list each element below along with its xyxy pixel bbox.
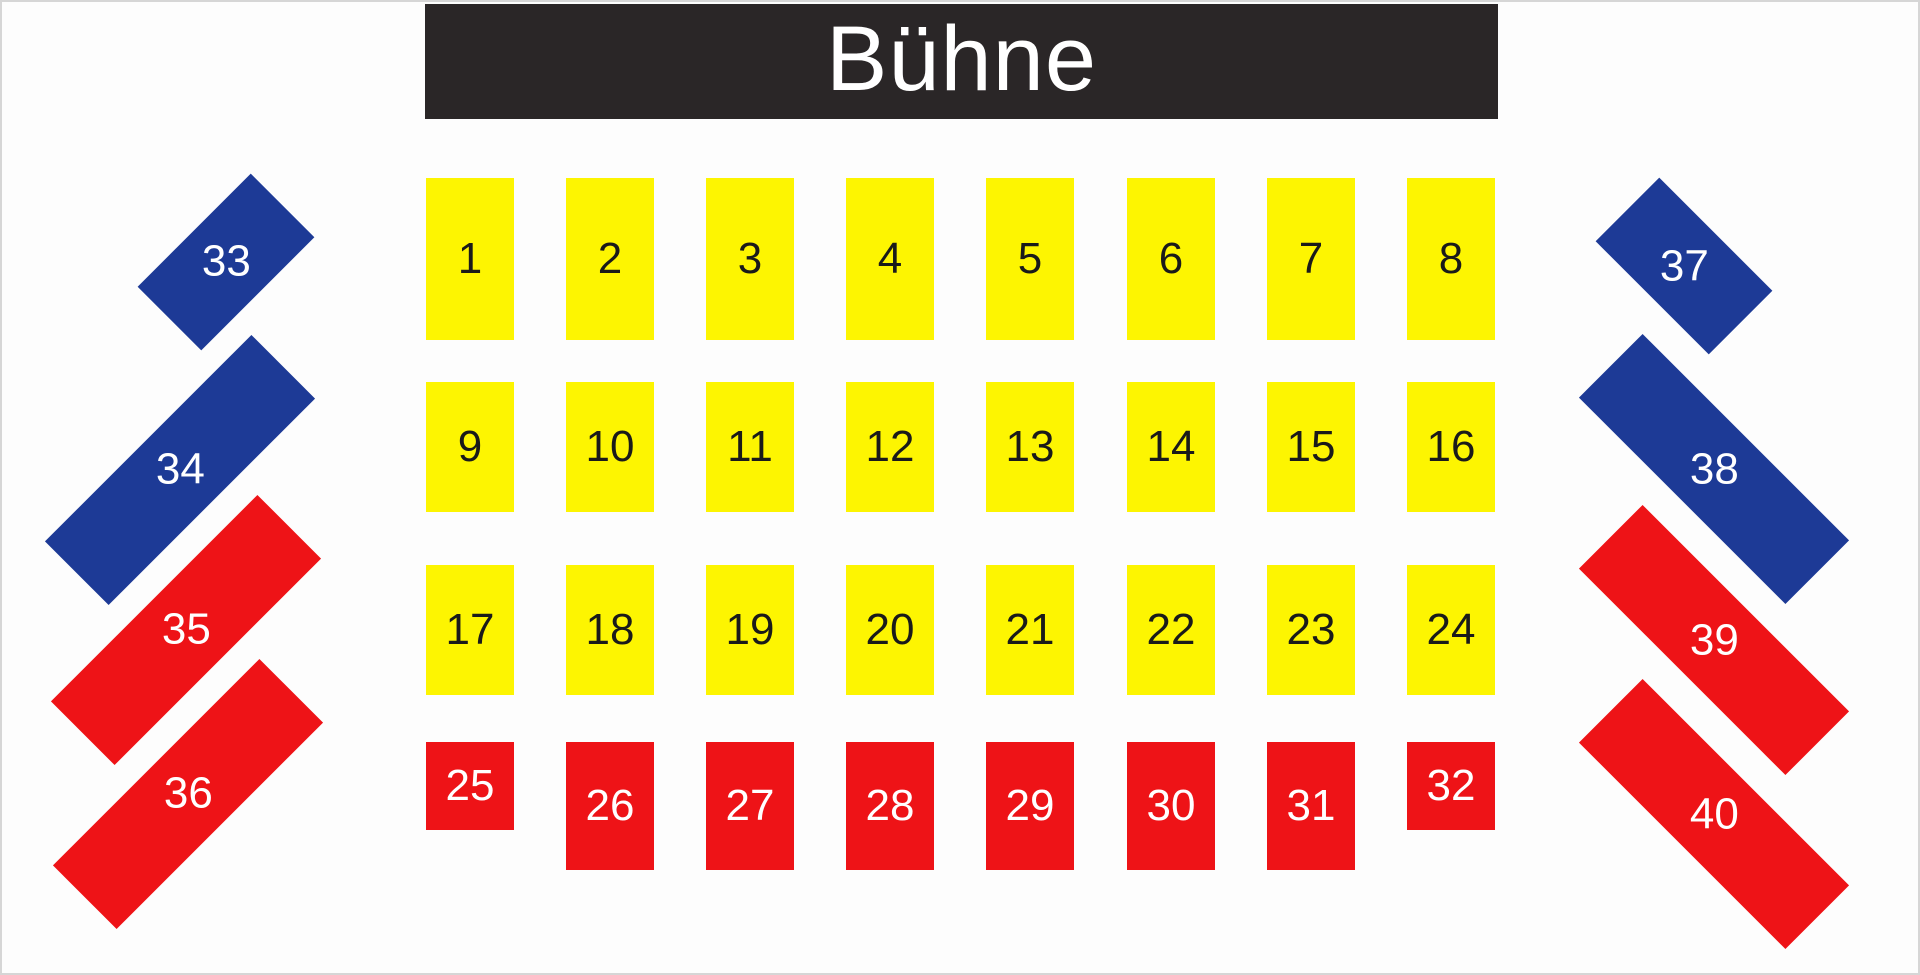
seat-number: 23 xyxy=(1286,605,1336,654)
seat-number: 33 xyxy=(201,237,251,287)
seat-8[interactable]: 8 xyxy=(1407,178,1495,340)
seat-number: 28 xyxy=(865,781,915,830)
seat-number: 25 xyxy=(445,761,495,810)
seat-37[interactable]: 37 xyxy=(1595,177,1773,355)
seat-number: 31 xyxy=(1286,781,1336,830)
seat-number: 18 xyxy=(585,605,635,654)
seat-30[interactable]: 30 xyxy=(1127,742,1215,870)
seat-1[interactable]: 1 xyxy=(426,178,514,340)
seat-number: 32 xyxy=(1426,761,1476,810)
seat-6[interactable]: 6 xyxy=(1127,178,1215,340)
seat-number: 34 xyxy=(155,445,205,495)
seat-19[interactable]: 19 xyxy=(706,565,794,695)
seat-2[interactable]: 2 xyxy=(566,178,654,340)
stage-banner: Bühne xyxy=(425,4,1498,119)
seat-26[interactable]: 26 xyxy=(566,742,654,870)
stage-label: Bühne xyxy=(825,7,1098,110)
seat-4[interactable]: 4 xyxy=(846,178,934,340)
seat-12[interactable]: 12 xyxy=(846,382,934,512)
seat-number: 30 xyxy=(1146,781,1196,830)
seat-number: 4 xyxy=(877,234,903,283)
seat-7[interactable]: 7 xyxy=(1267,178,1355,340)
seat-18[interactable]: 18 xyxy=(566,565,654,695)
seat-23[interactable]: 23 xyxy=(1267,565,1355,695)
seat-3[interactable]: 3 xyxy=(706,178,794,340)
seat-32[interactable]: 32 xyxy=(1407,742,1495,830)
seat-28[interactable]: 28 xyxy=(846,742,934,870)
seat-number: 27 xyxy=(725,781,775,830)
seat-20[interactable]: 20 xyxy=(846,565,934,695)
seat-16[interactable]: 16 xyxy=(1407,382,1495,512)
seat-13[interactable]: 13 xyxy=(986,382,1074,512)
seat-31[interactable]: 31 xyxy=(1267,742,1355,870)
seat-number: 37 xyxy=(1659,240,1709,290)
seat-27[interactable]: 27 xyxy=(706,742,794,870)
seat-number: 3 xyxy=(737,234,763,283)
seat-number: 39 xyxy=(1689,614,1739,664)
seat-number: 24 xyxy=(1426,605,1476,654)
seat-number: 16 xyxy=(1426,422,1476,471)
seat-10[interactable]: 10 xyxy=(566,382,654,512)
seat-number: 21 xyxy=(1005,605,1055,654)
seat-number: 20 xyxy=(865,605,915,654)
seat-number: 9 xyxy=(457,422,483,471)
seat-number: 29 xyxy=(1005,781,1055,830)
seat-number: 35 xyxy=(161,605,211,655)
seat-15[interactable]: 15 xyxy=(1267,382,1355,512)
seat-5[interactable]: 5 xyxy=(986,178,1074,340)
seat-number: 14 xyxy=(1146,422,1196,471)
seat-number: 22 xyxy=(1146,605,1196,654)
seat-number: 2 xyxy=(597,234,623,283)
seat-14[interactable]: 14 xyxy=(1127,382,1215,512)
seat-25[interactable]: 25 xyxy=(426,742,514,830)
seat-number: 7 xyxy=(1298,234,1324,283)
seat-number: 15 xyxy=(1286,422,1336,471)
seat-number: 12 xyxy=(865,422,915,471)
seat-11[interactable]: 11 xyxy=(706,382,794,512)
seat-number: 36 xyxy=(163,769,213,819)
seat-number: 6 xyxy=(1158,234,1184,283)
seat-17[interactable]: 17 xyxy=(426,565,514,695)
seat-number: 10 xyxy=(585,422,635,471)
seat-number: 8 xyxy=(1438,234,1464,283)
seat-number: 13 xyxy=(1005,422,1055,471)
seat-29[interactable]: 29 xyxy=(986,742,1074,870)
seat-number: 40 xyxy=(1689,788,1739,838)
seat-number: 5 xyxy=(1017,234,1043,283)
seat-33[interactable]: 33 xyxy=(137,173,315,351)
seat-number: 26 xyxy=(585,781,635,830)
seat-number: 1 xyxy=(457,234,483,283)
seat-number: 17 xyxy=(445,605,495,654)
seat-9[interactable]: 9 xyxy=(426,382,514,512)
seat-number: 19 xyxy=(725,605,775,654)
seat-number: 38 xyxy=(1689,443,1739,493)
seat-22[interactable]: 22 xyxy=(1127,565,1215,695)
seat-21[interactable]: 21 xyxy=(986,565,1074,695)
seat-24[interactable]: 24 xyxy=(1407,565,1495,695)
seat-number: 11 xyxy=(727,422,773,471)
